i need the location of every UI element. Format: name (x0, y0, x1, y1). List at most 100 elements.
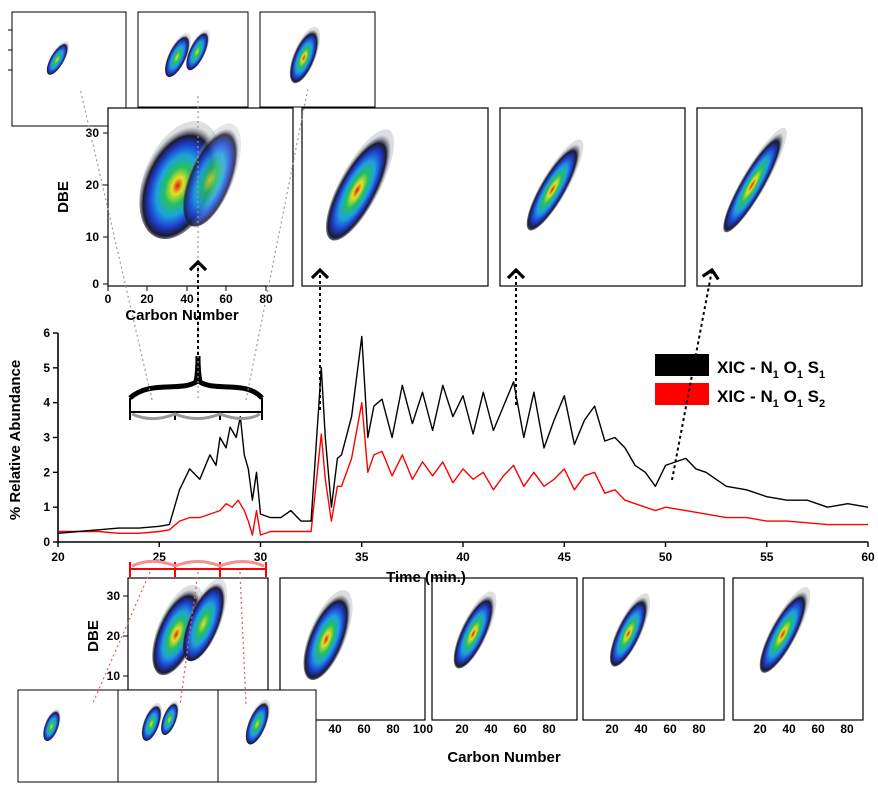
y-tick-label: 5 (43, 361, 50, 375)
red-bracket (129, 562, 267, 577)
top-panel-2-blob (325, 129, 395, 241)
x-tick-label: 55 (760, 550, 774, 564)
x-tick-label: 30 (254, 550, 268, 564)
x-tick-label: 40 (456, 550, 470, 564)
bottom-small-blob-2b (160, 700, 180, 736)
main-xlabel: Time (min.) (386, 569, 466, 586)
bottom-small-panel-2 (117, 689, 219, 783)
bottom-panel-1-blob (152, 584, 204, 676)
top-ytick-1: 10 (86, 230, 100, 244)
top-xtick-1: 20 (140, 292, 154, 306)
bottom-panel-1-blob-b (182, 578, 228, 662)
bottom-panel-5-blob (759, 587, 811, 673)
bottom-xtick: 20 (605, 722, 619, 736)
bottom-xtick: 100 (413, 722, 433, 736)
y-tick-label: 4 (43, 396, 50, 410)
top-large-panels: DBE Carbon Number 0 10 20 30 0 20 40 60 … (55, 107, 863, 324)
bottom-panel-3 (431, 577, 578, 721)
legend-swatch-series2 (655, 383, 709, 405)
x-tick-label: 35 (355, 550, 369, 564)
bottom-xtick: 60 (663, 722, 677, 736)
top-panel-3 (499, 107, 686, 287)
y-tick-label: 0 (43, 535, 50, 549)
top-small-panel-1 (11, 11, 127, 127)
top-small-blob-2a (164, 32, 192, 78)
bottom-ytick-1: 20 (107, 629, 121, 643)
bottom-xtick: 80 (692, 722, 706, 736)
top-panel-xlabel: Carbon Number (125, 307, 239, 324)
y-tick-label: 2 (43, 465, 50, 479)
top-small-blob-2b (186, 29, 210, 71)
bottom-xtick: 40 (328, 722, 342, 736)
x-tick-label: 45 (558, 550, 572, 564)
bottom-xtick: 20 (455, 722, 469, 736)
bottom-small-panel-1 (17, 689, 119, 783)
top-xtick-3: 60 (219, 292, 233, 306)
bottom-xtick: 80 (542, 722, 556, 736)
top-panel-3-blob (526, 139, 584, 231)
top-panel-1-blob-b (183, 123, 241, 227)
bottom-small-blob-1 (43, 708, 61, 742)
top-xtick-4: 80 (259, 292, 273, 306)
legend-label-series1: XIC - N1 O1 S1 (717, 358, 825, 381)
bottom-xtick: 80 (386, 722, 400, 736)
bottom-panel-4-blob (609, 593, 651, 667)
connector-bottom-2 (179, 571, 199, 706)
bottom-small-blob-2a (141, 703, 163, 741)
bottom-panel-2-blob (303, 589, 353, 681)
bottom-x-ticks: 40 60 80 100 20 40 60 80 20 40 60 80 20 … (328, 722, 854, 736)
black-bracket (129, 398, 263, 420)
bottom-panel-xlabel: Carbon Number (447, 749, 561, 766)
bottom-xtick: 80 (840, 722, 854, 736)
connector-top-3 (245, 87, 309, 401)
top-xtick-0: 0 (105, 292, 112, 306)
main-series (57, 335, 869, 536)
top-small-panel-3 (259, 11, 376, 108)
main-chart: % Relative Abundance Time (min.) 0123456… (7, 326, 875, 586)
bottom-xtick: 60 (513, 722, 527, 736)
series-line-2 (58, 402, 868, 536)
legend-label-series2: XIC - N1 O1 S2 (717, 387, 825, 410)
series-line-1 (57, 335, 869, 534)
top-small-panels (8, 11, 376, 127)
legend-swatch-series1 (655, 354, 709, 376)
black-brace (128, 355, 264, 400)
bottom-panel-ylabel: DBE (85, 620, 102, 652)
top-small-blob-1 (46, 41, 70, 75)
top-xtick-2: 40 (180, 292, 194, 306)
top-panel-ylabel: DBE (55, 181, 72, 213)
gray-wave-black (131, 412, 261, 420)
annotations (79, 87, 720, 706)
top-ytick-2: 20 (86, 178, 100, 192)
x-tick-label: 50 (659, 550, 673, 564)
bottom-panels: DBE 10 20 30 40 60 80 100 20 40 60 80 20… (17, 577, 864, 783)
top-panel-2 (301, 107, 489, 287)
bottom-panel-3-blob (453, 591, 497, 669)
top-ytick-0: 0 (92, 277, 99, 291)
red-wave (131, 560, 265, 568)
bottom-xtick: 40 (782, 722, 796, 736)
connector-bottom-3 (239, 571, 247, 706)
bottom-xtick: 60 (357, 722, 371, 736)
bottom-panel-4 (582, 577, 725, 721)
top-small-blob-3 (289, 26, 321, 84)
bottom-xtick: 20 (753, 722, 767, 736)
bottom-small-blob-3 (245, 699, 271, 745)
bottom-xtick: 60 (811, 722, 825, 736)
connector-top-1 (79, 87, 153, 401)
bottom-xtick: 40 (484, 722, 498, 736)
bottom-xtick: 40 (634, 722, 648, 736)
connector-bottom-1 (91, 571, 151, 706)
bottom-ytick-0: 10 (107, 669, 121, 683)
x-tick-label: 20 (51, 550, 65, 564)
top-ytick-3: 30 (86, 126, 100, 140)
main-ylabel: % Relative Abundance (7, 360, 24, 520)
y-tick-label: 6 (43, 326, 50, 340)
top-panel-4-blob (723, 127, 787, 233)
bottom-ytick-2: 30 (107, 589, 121, 603)
x-tick-label: 60 (861, 550, 875, 564)
legend: XIC - N1 O1 S1 XIC - N1 O1 S2 (655, 354, 825, 410)
y-tick-label: 1 (43, 500, 50, 514)
